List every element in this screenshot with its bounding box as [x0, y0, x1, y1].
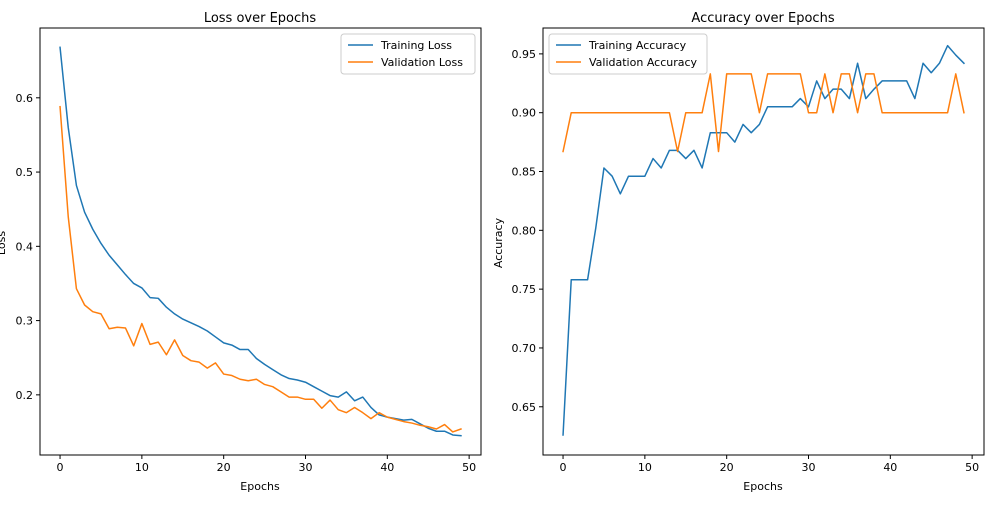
accuracy-legend-label-validation: Validation Accuracy: [589, 56, 698, 69]
accuracy-x-tick-label: 40: [883, 461, 897, 474]
accuracy-y-tick-label: 0.65: [512, 401, 537, 414]
accuracy-y-tick-label: 0.75: [512, 283, 537, 296]
loss-x-axis-label: Epochs: [240, 480, 280, 493]
accuracy-series-line-validation: [562, 73, 965, 153]
accuracy-chart: Accuracy over Epochs Epochs Accuracy 0 10…: [492, 11, 985, 493]
loss-y-tick-label: 0.4: [16, 240, 34, 253]
accuracy-x-axis-label: Epochs: [743, 480, 783, 493]
loss-y-tick-label: 0.6: [16, 92, 34, 105]
loss-x-tick-label: 0: [57, 461, 64, 474]
loss-y-tick-label: 0.5: [16, 166, 34, 179]
accuracy-y-tick-label: 0.70: [512, 342, 537, 355]
loss-y-tick-label: 0.3: [16, 315, 34, 328]
accuracy-legend-box: [548, 33, 708, 75]
accuracy-y-tick-label: 0.95: [512, 48, 537, 61]
loss-x-tick-label: 30: [299, 461, 313, 474]
loss-series-line-training: [59, 46, 462, 437]
loss-legend-label-validation: Validation Loss: [381, 56, 463, 69]
loss-series-line-validation: [59, 105, 462, 433]
loss-x-tick-label: 40: [380, 461, 394, 474]
loss-ticks: 0 10 20 30 40 50 0.2 0.3 0.4 0.5 0.6: [16, 92, 477, 474]
loss-y-axis-label: Loss: [0, 231, 8, 255]
accuracy-y-tick-label: 0.80: [512, 224, 537, 237]
loss-legend-label-training: Training Loss: [380, 39, 452, 52]
loss-y-tick-label: 0.2: [16, 389, 34, 402]
accuracy-y-tick-label: 0.85: [512, 166, 537, 179]
loss-chart: Loss over Epochs Epochs Loss 0 10 20 30 40 50…: [0, 11, 482, 493]
loss-plot-frame: [39, 27, 482, 456]
loss-x-tick-label: 20: [217, 461, 231, 474]
accuracy-x-tick-label: 50: [965, 461, 979, 474]
accuracy-y-axis-label: Accuracy: [492, 217, 505, 268]
accuracy-y-tick-label: 0.90: [512, 107, 537, 120]
accuracy-plot-frame: [542, 27, 985, 456]
loss-chart-title: Loss over Epochs: [204, 11, 317, 26]
accuracy-x-tick-label: 0: [560, 461, 567, 474]
accuracy-series-line-training: [562, 44, 966, 436]
accuracy-x-tick-label: 30: [802, 461, 816, 474]
accuracy-x-tick-label: 20: [720, 461, 734, 474]
accuracy-series-lines: [562, 44, 966, 436]
accuracy-ticks: 0 10 20 30 40 50 0.65 0.70 0.75 0.80 0.85 0.90 0.95: [512, 48, 980, 474]
loss-series-lines: [59, 46, 462, 437]
loss-legend-box: [340, 33, 476, 75]
accuracy-legend: Training Accuracy Validation Accuracy: [548, 33, 708, 75]
accuracy-legend-label-training: Training Accuracy: [588, 39, 687, 52]
loss-x-tick-label: 50: [462, 461, 476, 474]
accuracy-x-tick-label: 10: [638, 461, 652, 474]
loss-x-tick-label: 10: [135, 461, 149, 474]
loss-legend: Training Loss Validation Loss: [340, 33, 476, 75]
accuracy-chart-title: Accuracy over Epochs: [691, 11, 834, 26]
